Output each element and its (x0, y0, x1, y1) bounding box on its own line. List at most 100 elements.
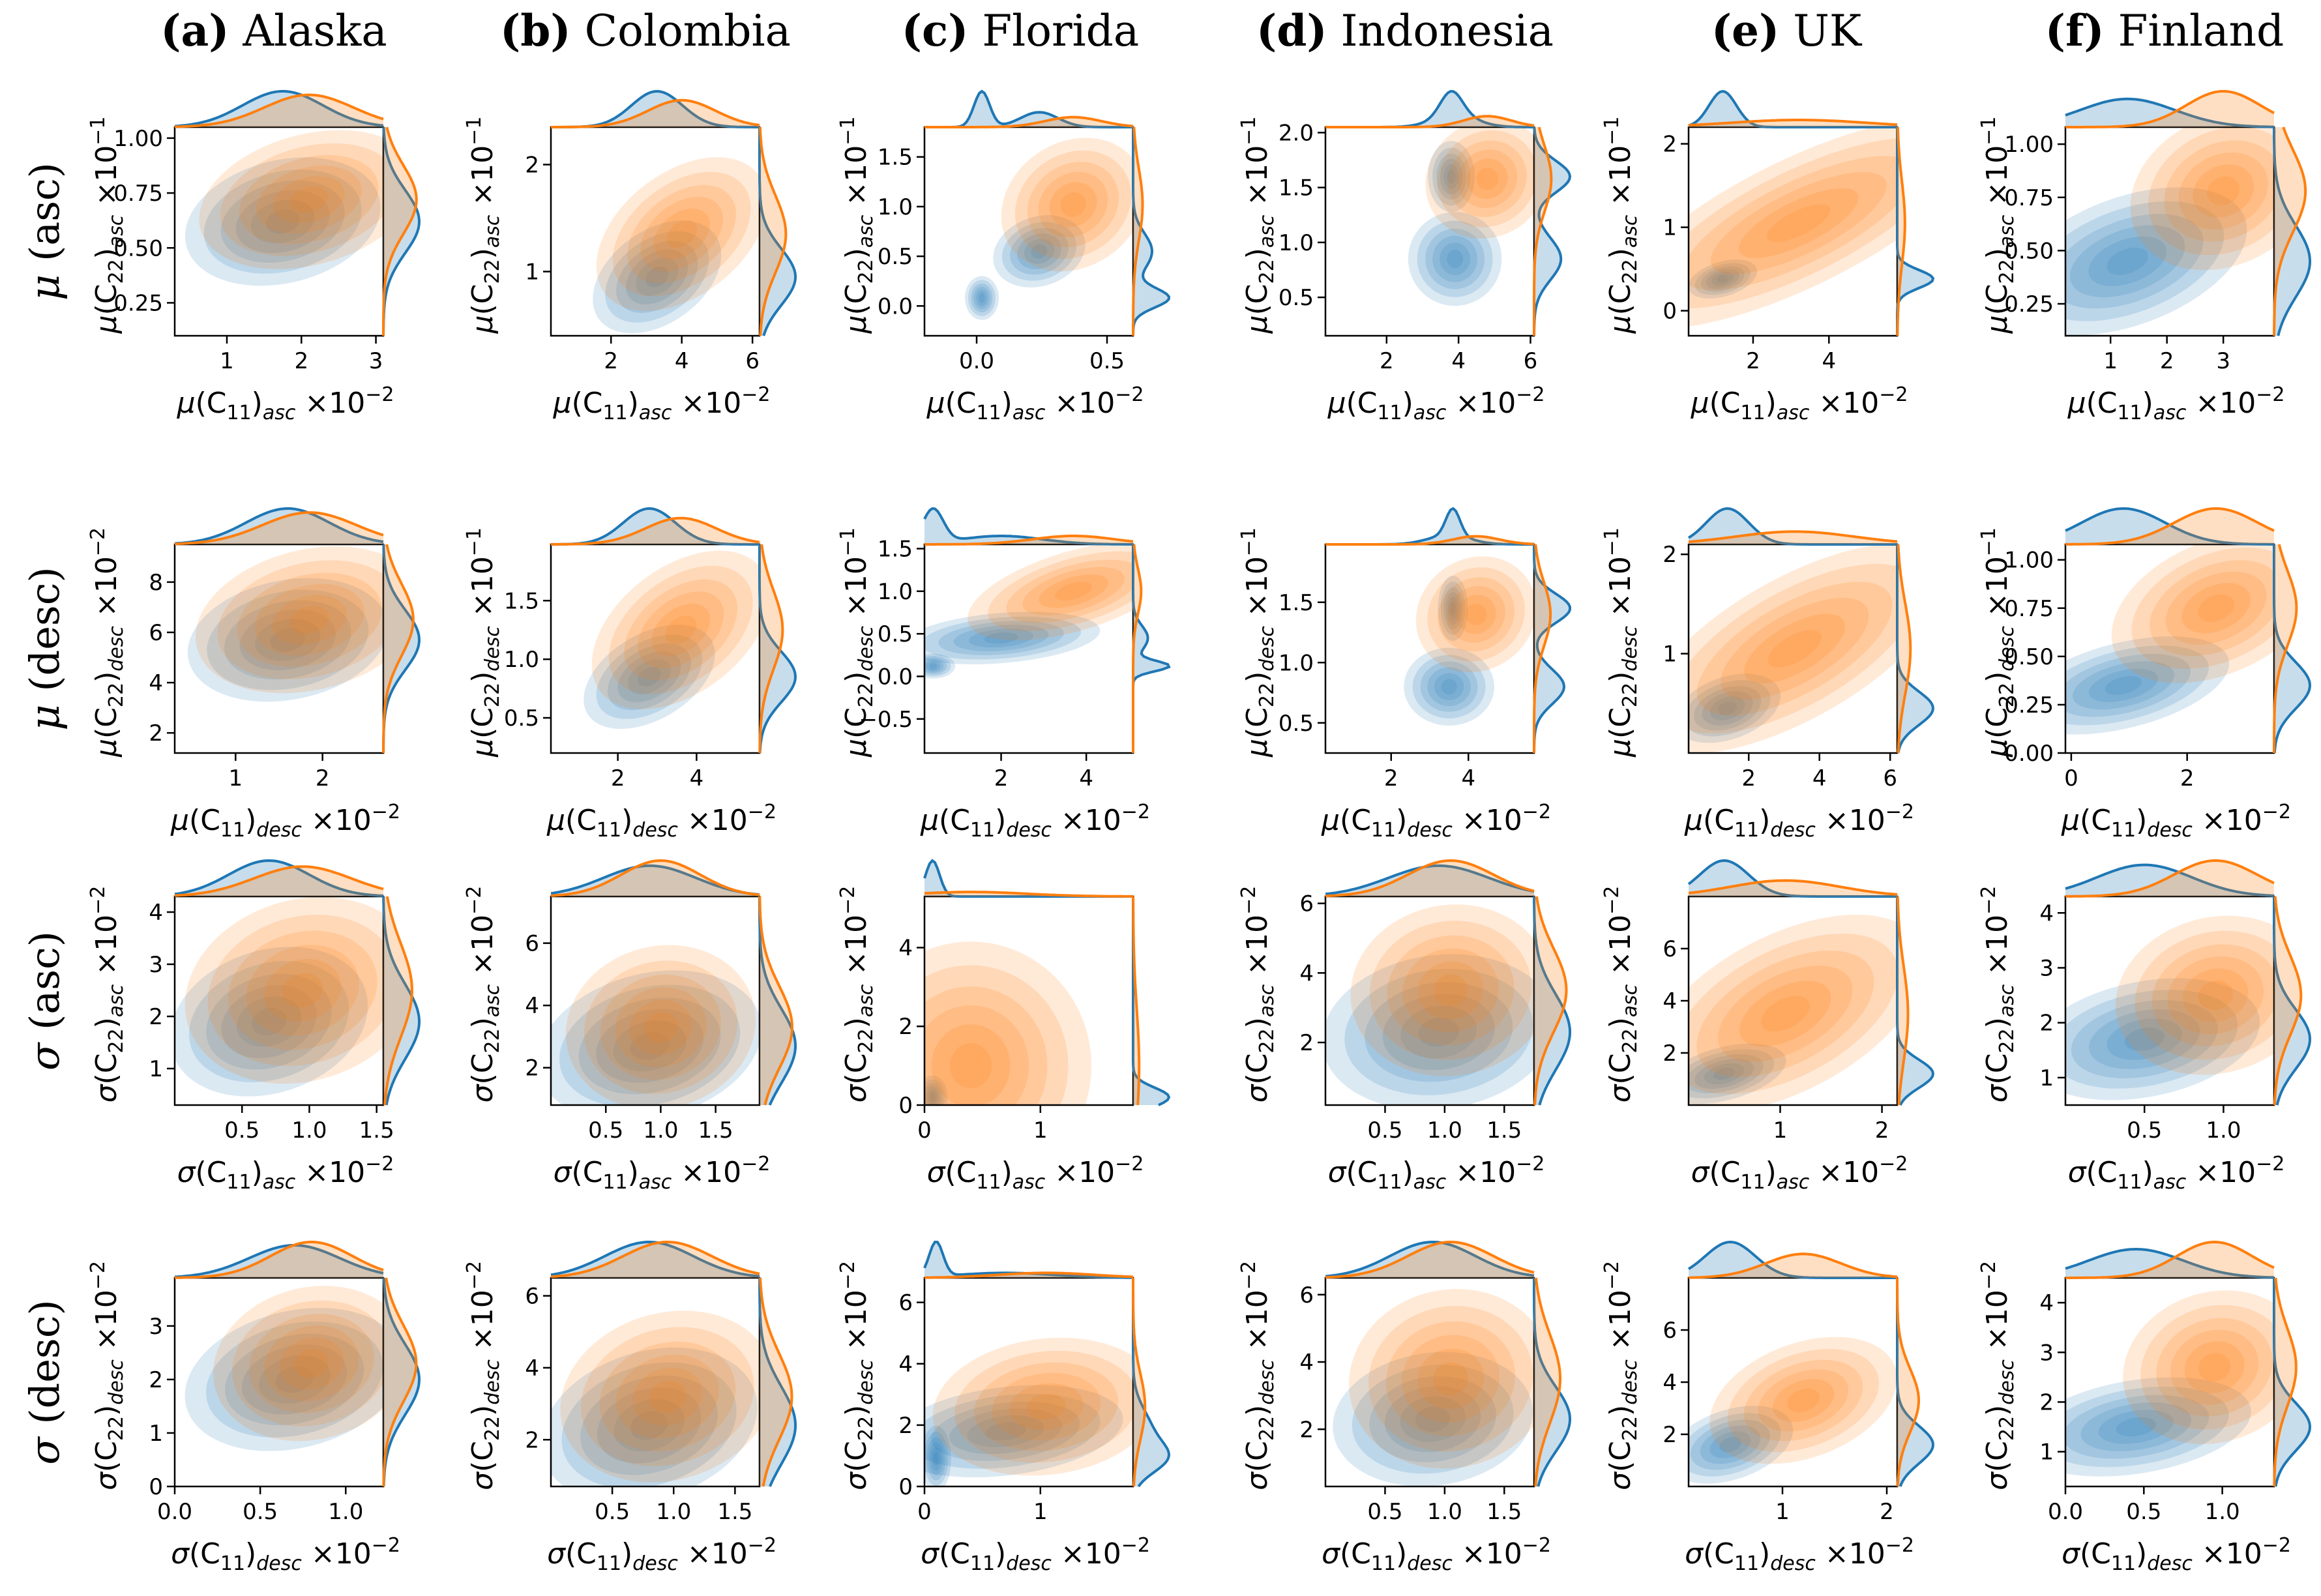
kde-contours (593, 157, 760, 334)
contour-blue-0-4 (931, 1447, 941, 1471)
contour-orange-0-3 (246, 945, 359, 1036)
y-tick-label: 4 (2039, 900, 2054, 926)
contour-blue-0-1 (2065, 990, 2238, 1089)
x-tick: 1.0 (328, 1486, 363, 1525)
x-axis-label-text: σ(C11)desc ×10−2 (1685, 1534, 1914, 1575)
x-tick: 0.5 (1367, 1486, 1402, 1525)
contour-orange-0-5 (1476, 168, 1499, 190)
y-tick: 0.25 (2004, 692, 2065, 718)
contour-blue-0-5 (2116, 1417, 2156, 1437)
contour-blue-0-2 (1425, 228, 1485, 289)
y-tick-label: 0.0 (878, 293, 913, 319)
x-tick: 1 (1775, 1486, 1790, 1525)
contour-blue-0-5 (1441, 679, 1457, 695)
right-marginal-line-orange (382, 1277, 418, 1487)
y-tick: 0 (149, 1474, 175, 1500)
contour-blue-0-0 (2065, 1377, 2251, 1477)
row-title-text-1: μ (desc) (21, 567, 68, 730)
y-tick-label: 2 (1663, 1041, 1677, 1067)
right-marginal-line-blue (758, 1277, 797, 1487)
axes-frame (173, 543, 385, 754)
y-tick: 0.5 (504, 705, 551, 732)
kde-contours (924, 544, 1133, 679)
top-marginal-line-blue (1687, 859, 1897, 898)
y-tick-label: 0.5 (878, 244, 913, 270)
y-axis-label-text: σ(C22)asc ×10−2 (1237, 886, 1279, 1103)
contour-orange-0-0 (560, 1310, 760, 1483)
contour-orange-0-1 (584, 960, 738, 1094)
y-tick-label: 0 (898, 1093, 913, 1119)
right-marginal-line-orange (758, 896, 794, 1106)
y-axis-label: μ(C22)asc ×10−1 (1237, 117, 1279, 334)
y-tick: 6 (525, 1284, 551, 1310)
contour-blue-0-5 (1718, 701, 1737, 715)
panel-2-0: 0.5 1.0 1.5 1 2 3 4 σ(C11)asc ×10−2 σ(C22)asc ×1… (87, 859, 421, 1194)
x-tick-label: 1 (1033, 1499, 1048, 1525)
x-tick-label: 1.5 (359, 1117, 394, 1144)
right-marginal-fill-orange (760, 127, 786, 336)
y-axis-label: σ(C22)desc ×10−2 (1977, 1261, 2018, 1490)
contour-orange-0-1 (1689, 563, 1897, 734)
row-title-1: μ (desc) (21, 567, 68, 730)
contour-blue-0-4 (2088, 236, 2167, 286)
x-axis-label-text: σ(C11)desc ×10−2 (1322, 1534, 1551, 1575)
right-marginal-line-orange (382, 126, 418, 336)
contour-orange-0-4 (1744, 613, 1846, 684)
right-marginal-fill-orange (2274, 896, 2301, 1105)
x-tick: 2 (2180, 753, 2194, 791)
x-tick-label: 6 (745, 348, 760, 374)
contour-orange-0-5 (666, 220, 697, 248)
y-axis-label: σ(C22)asc ×10−2 (1601, 886, 1642, 1103)
top-marginal-line-orange (924, 535, 1134, 546)
y-axis-label: μ(C22)asc ×10−1 (87, 117, 128, 334)
y-tick-label: 1.5 (878, 145, 913, 171)
x-axis-label-text: σ(C11)desc ×10−2 (921, 1534, 1150, 1575)
contour-blue-1-3 (953, 625, 1049, 652)
top-marginal-fill-orange (2065, 91, 2274, 127)
y-tick: 4 (1299, 960, 1325, 986)
contour-blue-1-1 (924, 616, 1082, 660)
top-marginal-fill-blue (2065, 1249, 2274, 1278)
contour-blue-0-1 (2065, 645, 2209, 726)
contour-orange-0-0 (1425, 127, 1534, 239)
contour-orange-0-2 (2151, 944, 2274, 1046)
y-tick: 0.75 (113, 181, 175, 207)
y-axis-label: σ(C22)desc ×10−2 (1237, 1261, 1279, 1490)
x-tick-label: 1.5 (717, 1499, 752, 1525)
panel-3-2: 0 1 0 2 4 6 σ(C11)desc ×10−2 σ(C22)desc ×10−2 (836, 1240, 1171, 1575)
right-marginal-line-blue (2273, 896, 2312, 1106)
contour-blue-0-3 (1384, 1386, 1481, 1453)
contour-blue-0-5 (979, 293, 985, 303)
axes-frame (923, 126, 1134, 337)
y-tick-label: −0.5 (859, 707, 913, 733)
y-tick-label: 1 (525, 259, 539, 286)
contour-orange-0-4 (1739, 981, 1831, 1047)
contour-blue-0-0 (1325, 954, 1534, 1105)
kde-contours (185, 1286, 383, 1451)
axes-frame (2064, 126, 2275, 337)
x-axis-label: μ(C11)asc ×10−2 (926, 383, 1144, 424)
contour-blue-0-2 (1693, 686, 1762, 731)
axes-frame (1324, 895, 1535, 1106)
contour-blue-1-5 (1031, 244, 1048, 259)
y-tick: 0.50 (2004, 644, 2065, 670)
top-marginal-line-blue (1325, 1240, 1535, 1278)
contour-blue-0-0 (185, 1308, 383, 1451)
x-tick-label: 4 (1822, 348, 1836, 374)
kde-contours (584, 550, 760, 730)
x-tick: 0 (917, 1486, 932, 1525)
contour-orange-0-2 (624, 579, 738, 681)
contour-blue-0-2 (1700, 266, 1745, 292)
top-marginal-line-orange (174, 865, 384, 897)
right-marginal-line-orange (1896, 126, 1906, 336)
y-tick-label: 0 (1663, 299, 1677, 325)
column-title-0: (a) Alaska (160, 5, 387, 56)
contour-blue-0-1 (1352, 1365, 1514, 1474)
y-tick: 2 (1663, 1041, 1689, 1067)
y-axis-label-text: μ(C22)asc ×10−1 (1237, 117, 1279, 334)
x-tick-label: 2 (294, 348, 308, 374)
contour-blue-0-4 (1400, 1005, 1477, 1059)
right-marginal-line-orange (2273, 1277, 2298, 1487)
contour-orange-0-3 (254, 584, 364, 656)
contour-blue-0-5 (1713, 1067, 1736, 1080)
